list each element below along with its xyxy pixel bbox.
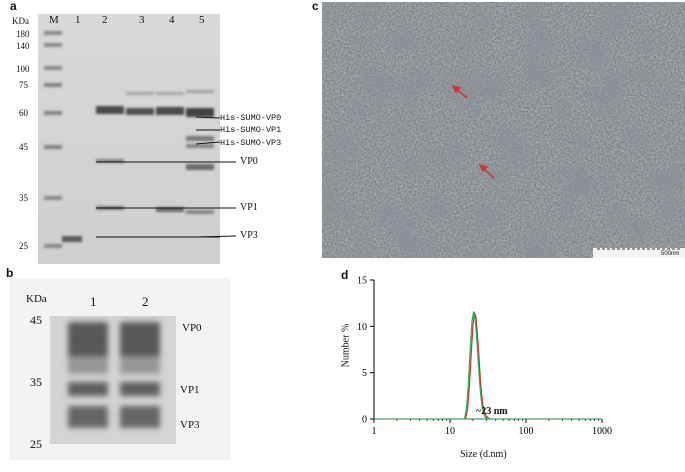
- y-tick-label: 15: [357, 276, 367, 287]
- panel-a-marker-35: 35: [19, 193, 28, 203]
- panel-a-letter: a: [10, 0, 17, 13]
- series-line-2: [463, 311, 490, 420]
- panel-b-marker-25: 25: [30, 437, 42, 451]
- lane-label-4: 4: [169, 14, 175, 26]
- sds-page-gel-a: [38, 14, 220, 264]
- red-arrows: [451, 84, 495, 179]
- panel-b-marker-45: 45: [30, 313, 42, 327]
- x-axis-title: Size (d.nm): [460, 449, 507, 460]
- lane-label-5: 5: [199, 14, 205, 26]
- scale-bar-label: 500nm: [661, 251, 680, 257]
- panel-a-marker-100: 100: [16, 64, 30, 74]
- panel-d-letter: d: [341, 268, 349, 282]
- x-tick-label: 1000: [592, 426, 612, 437]
- panel-b-label-vp0: VP0: [182, 322, 202, 334]
- lane-label-2: 2: [102, 14, 108, 26]
- panel-b-kda-label: KDa: [26, 293, 47, 305]
- dls-chart: 0 5 10 15 1 10 100 1000: [357, 276, 612, 438]
- tem-micrograph: [322, 2, 685, 258]
- peak-annotation: ~23 nm: [476, 406, 508, 417]
- label-his-sumo-vp3: His-SUMO-VP3: [220, 138, 282, 148]
- panel-b-lane-1: 1: [90, 294, 97, 309]
- panel-a-marker-180: 180: [16, 29, 30, 39]
- panel-b-marker-35: 35: [30, 375, 42, 389]
- label-vp0-a: VP0: [240, 156, 258, 167]
- lane-label-1: 1: [75, 14, 81, 26]
- panel-b-label-vp3: VP3: [180, 419, 200, 431]
- panel-a-marker-45: 45: [19, 142, 28, 152]
- panel-b-letter: b: [6, 266, 14, 280]
- y-tick-label: 5: [362, 368, 367, 379]
- label-vp1-a: VP1: [240, 202, 258, 213]
- x-tick-label: 100: [519, 426, 534, 437]
- y-axis-title: Number %: [340, 323, 352, 368]
- panel-a-marker-25: 25: [19, 241, 28, 251]
- panel-b-lane-2: 2: [142, 294, 149, 309]
- chart-series: [374, 311, 602, 420]
- panel-b-label-vp1: VP1: [180, 384, 200, 396]
- x-tick-label: 10: [445, 426, 455, 437]
- label-his-sumo-vp0: His-SUMO-VP0: [220, 113, 282, 123]
- western-blot-b: [50, 316, 176, 444]
- lane-label-3: 3: [139, 14, 145, 26]
- lane-label-M: M: [49, 14, 59, 26]
- panel-a-marker-140: 140: [16, 41, 30, 51]
- panel-a-marker-60: 60: [19, 108, 28, 118]
- panel-a-pointer-lines: [196, 116, 237, 238]
- x-tick-label: 1: [372, 426, 377, 437]
- panel-a-marker-75: 75: [19, 80, 28, 90]
- panel-a-kda-label: KDa: [12, 16, 29, 26]
- series-line-1: [464, 312, 491, 420]
- label-his-sumo-vp1: His-SUMO-VP1: [220, 125, 282, 135]
- y-tick-label: 10: [357, 322, 367, 333]
- label-vp3-a: VP3: [240, 230, 258, 241]
- panel-c-letter: c: [312, 0, 319, 13]
- y-tick-label: 0: [362, 415, 367, 426]
